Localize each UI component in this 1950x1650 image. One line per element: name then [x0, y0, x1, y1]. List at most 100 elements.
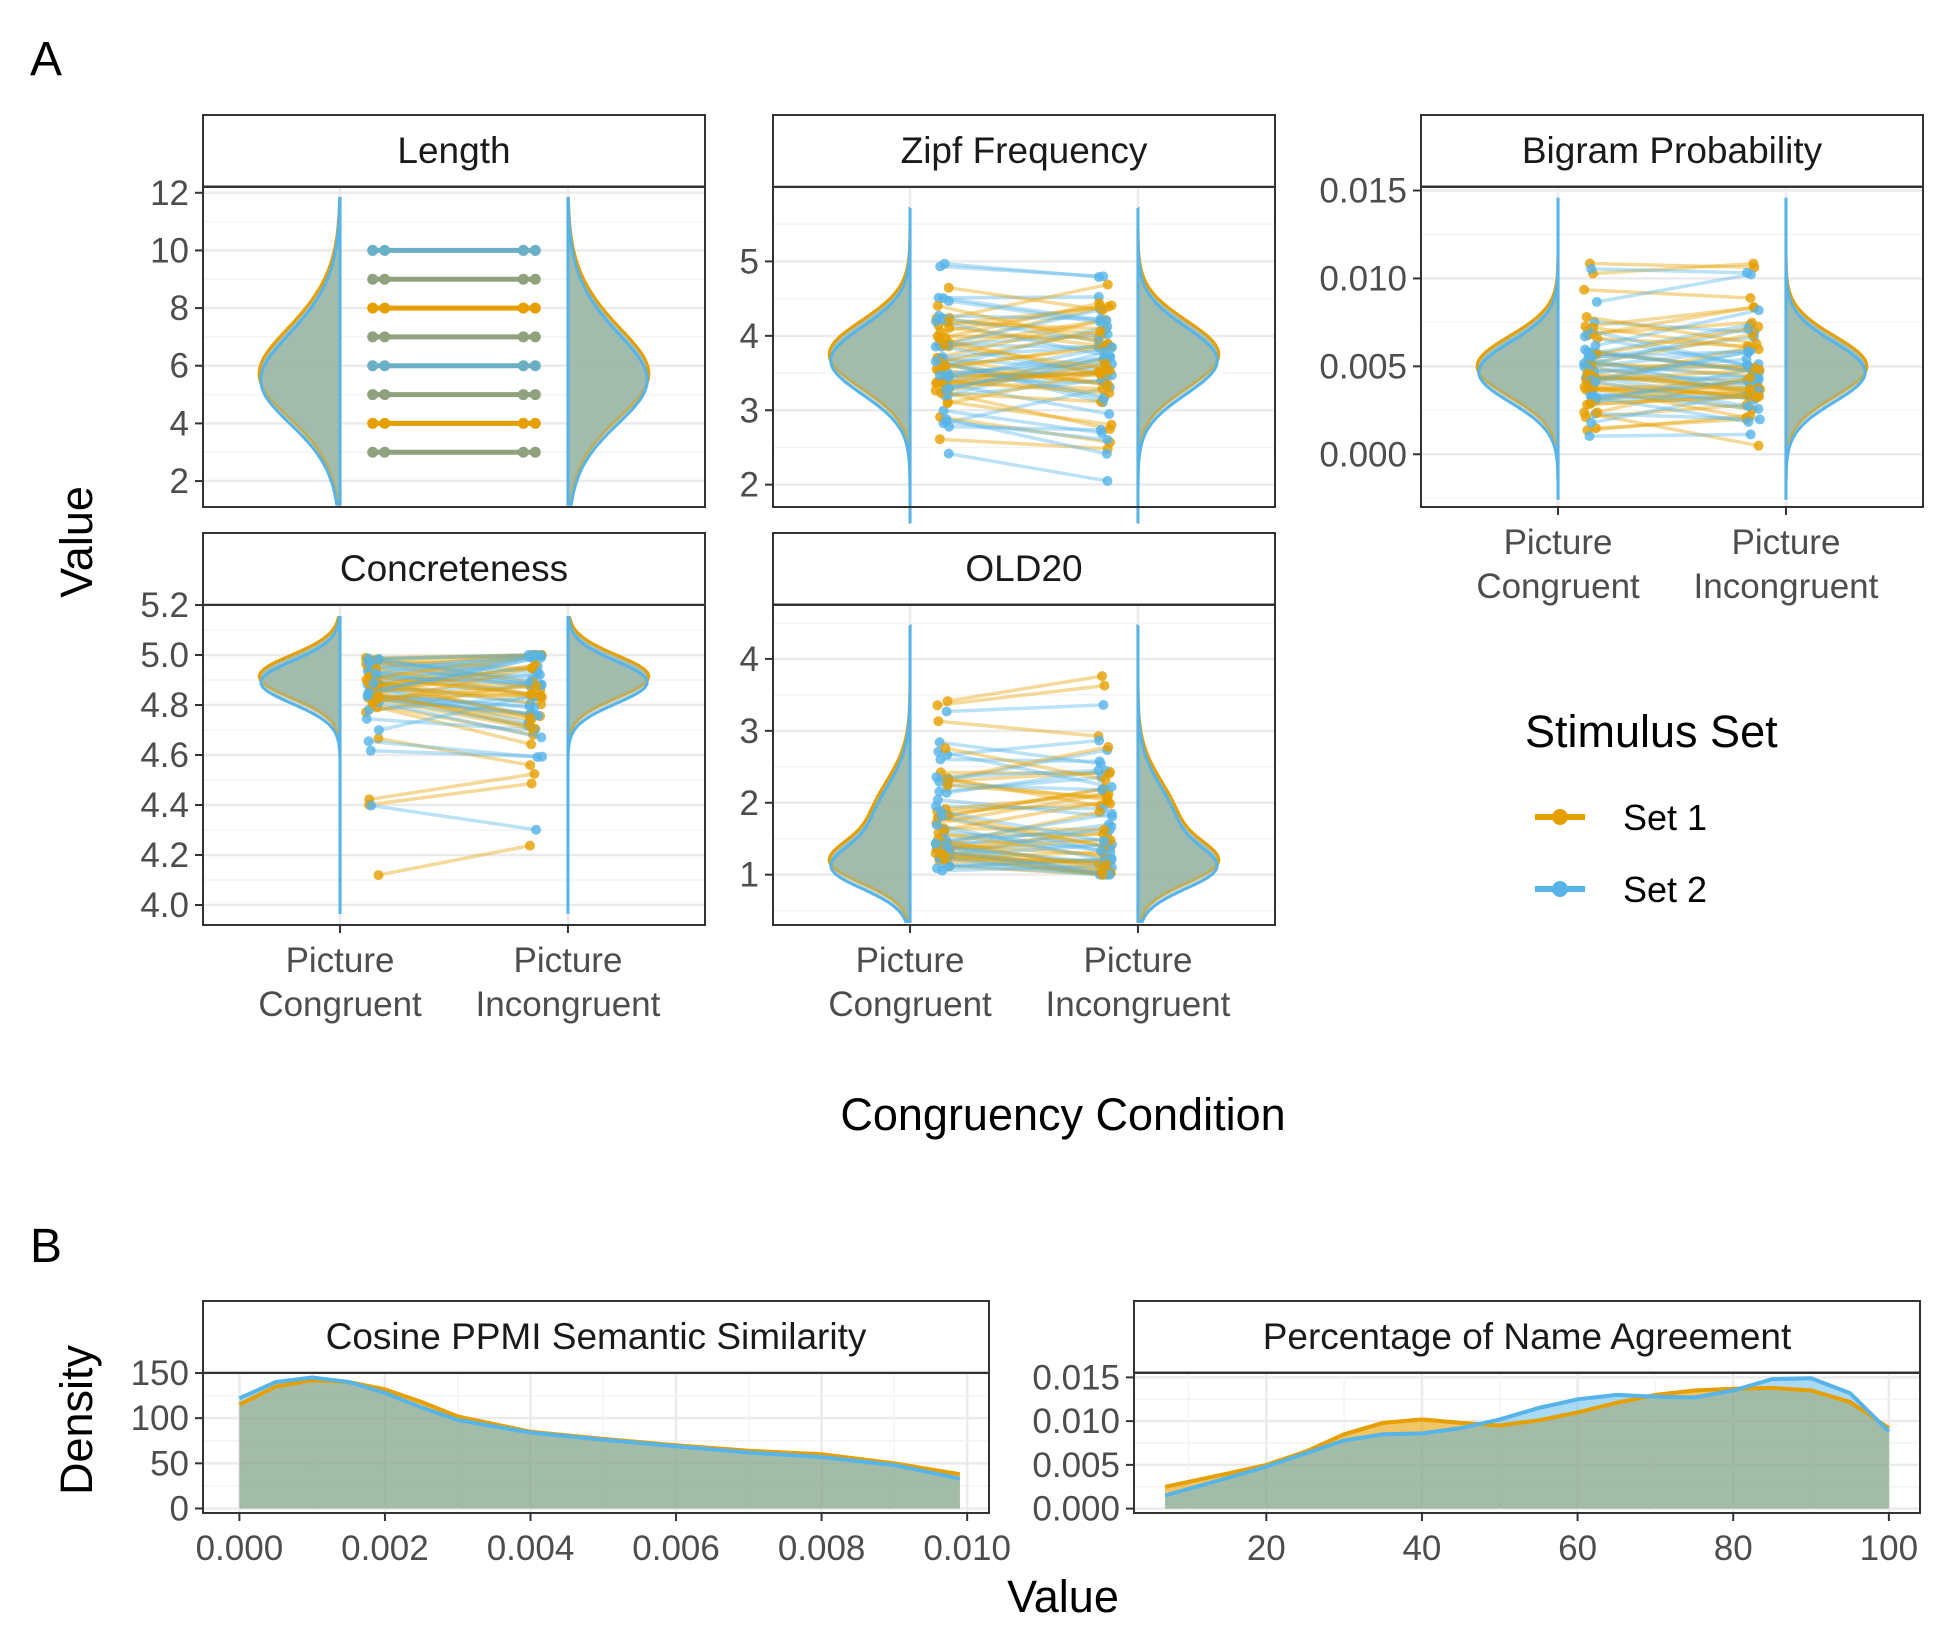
paired-line — [949, 848, 1112, 875]
paired-line — [368, 679, 542, 707]
paired-point — [379, 331, 391, 343]
paired-point — [943, 448, 954, 459]
paired-point — [932, 700, 943, 711]
panel-border — [1133, 1372, 1921, 1514]
paired-line — [949, 864, 1105, 877]
paired-line — [369, 653, 533, 675]
panel-6: Cosine PPMI Semantic Similarity 0 50 100 150… — [131, 1300, 1011, 1568]
paired-line — [935, 804, 1104, 811]
strip-box — [1420, 114, 1924, 188]
paired-line — [943, 361, 1104, 404]
paired-point — [1095, 317, 1106, 328]
paired-line — [937, 844, 1100, 866]
x-tick-label: 40 — [1402, 1529, 1441, 1568]
paired-line — [944, 380, 1103, 391]
x-tick-label: Picture — [856, 941, 965, 980]
paired-point — [529, 417, 541, 429]
y-tick-label: 0.005 — [1032, 1446, 1120, 1485]
paired-line — [373, 653, 542, 685]
x-tick-label: Incongruent — [1694, 567, 1879, 606]
paired-line — [373, 653, 541, 693]
paired-point — [1095, 326, 1106, 337]
paired-line — [935, 851, 1107, 867]
paired-point — [944, 322, 955, 333]
paired-line — [1595, 345, 1750, 382]
paired-line — [942, 832, 1104, 838]
y-tick-label: 0.000 — [1319, 435, 1407, 474]
paired-point — [1742, 360, 1753, 371]
paired-point — [1581, 311, 1592, 322]
y-tick-label: 4.2 — [140, 836, 189, 875]
y-tick-label: 4.6 — [140, 736, 189, 775]
paired-point — [529, 302, 541, 314]
paired-line — [935, 841, 1113, 870]
paired-line — [945, 370, 1108, 379]
paired-point — [379, 417, 391, 429]
paired-line — [945, 746, 1106, 782]
paired-point — [938, 405, 949, 416]
paired-point — [1751, 338, 1762, 349]
paired-line — [948, 451, 1108, 483]
paired-point — [931, 820, 942, 831]
paired-line — [378, 700, 542, 740]
paired-point — [940, 743, 951, 754]
paired-line — [936, 792, 1106, 825]
paired-line — [938, 748, 1108, 784]
paired-line — [1592, 261, 1754, 276]
x-tick-label: 0.004 — [487, 1529, 575, 1568]
paired-point — [1097, 671, 1108, 682]
paired-line — [946, 813, 1105, 848]
paired-point — [1753, 440, 1764, 451]
paired-line — [946, 769, 1107, 795]
strip-box — [772, 532, 1276, 606]
paired-point — [934, 434, 945, 445]
paired-line — [940, 304, 1101, 334]
paired-line — [941, 844, 1108, 865]
paired-point — [1745, 269, 1756, 280]
paired-point — [1104, 409, 1115, 420]
paired-line — [940, 854, 1103, 877]
paired-line — [1587, 335, 1755, 361]
paired-point — [935, 754, 946, 765]
paired-line — [948, 786, 1105, 818]
paired-line — [1595, 417, 1747, 430]
paired-line — [368, 693, 532, 722]
y-tick-label: 100 — [131, 1399, 189, 1438]
y-tick-label: 1 — [740, 856, 759, 895]
paired-line — [375, 692, 531, 728]
paired-line — [1591, 381, 1757, 400]
paired-point — [1094, 756, 1105, 767]
paired-line — [1584, 334, 1749, 367]
paired-line — [1596, 272, 1752, 304]
paired-line — [949, 842, 1113, 858]
paired-point — [1584, 431, 1595, 442]
paired-point — [525, 652, 536, 663]
paired-point — [363, 736, 374, 747]
strip-box — [202, 1300, 990, 1374]
paired-point — [944, 312, 955, 323]
x-tick-label: Incongruent — [1046, 985, 1231, 1024]
paired-line — [1595, 376, 1755, 402]
paired-line — [1592, 326, 1759, 351]
paired-point — [930, 838, 941, 849]
y-tick-label: 10 — [150, 231, 189, 270]
paired-line — [376, 684, 537, 701]
paired-point — [368, 678, 379, 689]
paired-line — [367, 693, 535, 718]
paired-line — [943, 838, 1111, 851]
paired-point — [930, 848, 941, 859]
paired-line — [939, 858, 1111, 875]
panel-7: Percentage of Name Agreement 0.000 0.005 0.… — [1032, 1300, 1921, 1568]
paired-point — [1094, 806, 1105, 817]
paired-line — [949, 326, 1112, 349]
y-tick-label: 4.8 — [140, 686, 189, 725]
paired-point — [933, 716, 944, 727]
paired-line — [946, 703, 1104, 714]
paired-point — [531, 824, 542, 835]
paired-point — [536, 732, 547, 743]
y-axis-title-a: Value — [51, 486, 102, 598]
paired-line — [945, 862, 1102, 877]
paired-line — [1590, 350, 1749, 382]
paired-point — [517, 417, 529, 429]
paired-line — [942, 864, 1104, 873]
